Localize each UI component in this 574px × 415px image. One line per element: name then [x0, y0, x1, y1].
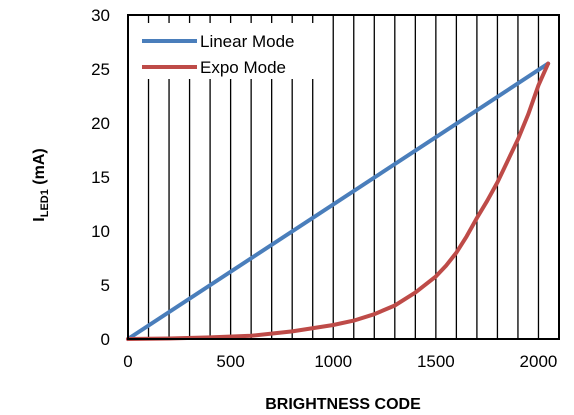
series-line-linear-mode	[126, 61, 551, 341]
y-tick-label-15: 15	[91, 168, 110, 187]
x-tick-label-0: 0	[123, 352, 132, 371]
y-tick-label-0: 0	[101, 330, 110, 349]
y-tick-label-25: 25	[91, 60, 110, 79]
y-axis-title-unit: (mA)	[31, 148, 48, 189]
y-axis-title-main: I	[31, 217, 48, 221]
y-axis-title-subscript: LED1	[39, 189, 51, 217]
y-axis-title: ILED1 (mA)	[31, 148, 51, 221]
y-tick-label-30: 30	[91, 6, 110, 25]
x-tick-label-1500: 1500	[417, 352, 455, 371]
x-tick-label-500: 500	[216, 352, 244, 371]
x-axis-title: BRIGHTNESS CODE	[265, 396, 421, 413]
y-tick-label-10: 10	[91, 222, 110, 241]
series-layer	[126, 61, 551, 341]
y-tick-label-20: 20	[91, 114, 110, 133]
x-tick-label-2000: 2000	[520, 352, 558, 371]
legend-label-linear-mode: Linear Mode	[200, 32, 295, 51]
tick-labels: 0 500 1000 1500 2000 0 5 10 15 20 25 30	[91, 6, 557, 371]
plot-frame	[127, 14, 560, 340]
legend-label-expo-mode: Expo Mode	[200, 58, 286, 77]
legend-background	[136, 23, 326, 79]
series-line-expo-mode	[126, 61, 551, 341]
x-tick-label-1000: 1000	[314, 352, 352, 371]
legend: Linear Mode Expo Mode	[136, 23, 326, 79]
y-tick-label-5: 5	[101, 276, 110, 295]
